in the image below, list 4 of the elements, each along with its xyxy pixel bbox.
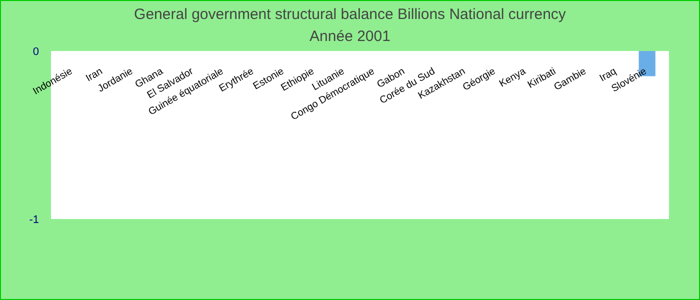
chart-title: General government structural balance Billions National currency [134,6,566,23]
y-tick-label: -1 [29,214,39,226]
chart-subtitle: Année 2001 [310,28,390,45]
y-tick-label: 0 [32,46,39,58]
